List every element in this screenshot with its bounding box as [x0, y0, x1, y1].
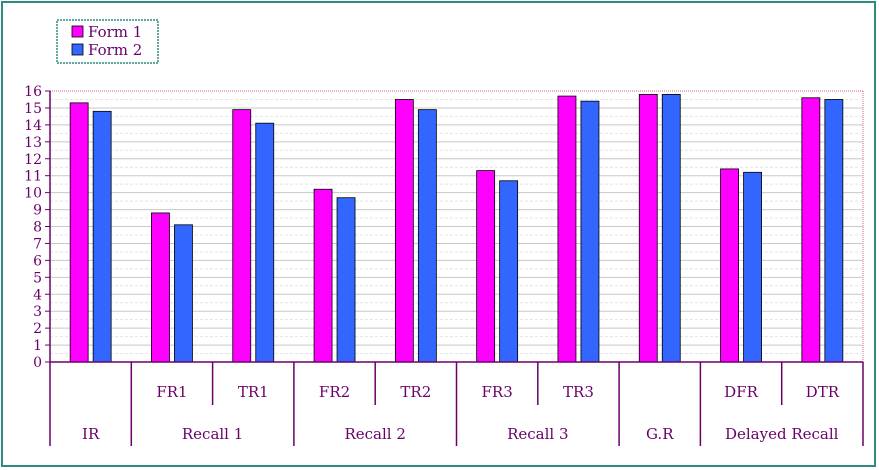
bar-form-2	[255, 122, 275, 363]
y-tick-label: 3	[33, 304, 42, 320]
legend-label-form-1: Form 1	[88, 23, 142, 41]
y-tick-label: 8	[33, 220, 42, 236]
bar-form-1	[638, 93, 658, 363]
bar-form-2	[824, 99, 844, 363]
legend: Form 1 Form 2	[56, 19, 159, 64]
y-tick-label: 4	[33, 287, 42, 303]
bar-form-1	[313, 188, 333, 363]
x-tick-label: FR2	[319, 383, 350, 401]
x-tick-label: TR3	[563, 383, 594, 401]
x-group-label: G.R	[646, 425, 674, 443]
bar-form-2	[743, 171, 762, 363]
y-tick-label: 10	[24, 186, 42, 202]
bar-form-2	[499, 180, 519, 363]
bar-form-1	[476, 170, 496, 363]
y-tick-label: 2	[33, 321, 42, 337]
y-tick-label: 16	[24, 84, 42, 100]
bar-form-2	[661, 93, 681, 363]
x-group-label: Recall 3	[507, 425, 568, 443]
y-tick-label: 7	[33, 236, 42, 252]
x-group-label: Delayed Recall	[725, 425, 839, 443]
bar-form-1	[151, 212, 170, 363]
y-tick-label: 13	[24, 135, 42, 151]
x-group-label: IR	[82, 425, 100, 443]
bar-form-2	[92, 110, 112, 363]
y-tick-label: 5	[33, 270, 42, 286]
x-tick-label: TR2	[400, 383, 431, 401]
x-tick-label: FR1	[156, 383, 187, 401]
x-tick-label: FR3	[482, 383, 513, 401]
x-group-label: Recall 1	[182, 425, 243, 443]
bar-form-2	[580, 100, 600, 363]
y-tick-label: 0	[33, 355, 42, 371]
bar-form-1	[69, 102, 89, 363]
bar-form-2	[174, 224, 193, 363]
bar-form-2	[336, 197, 356, 363]
axes	[45, 90, 864, 446]
y-tick-label: 6	[33, 253, 42, 269]
bar-form-2	[417, 109, 437, 363]
bar-form-1	[557, 95, 577, 363]
y-tick-label: 1	[33, 338, 42, 354]
legend-swatch-form-2	[71, 43, 84, 56]
y-tick-label: 11	[24, 169, 42, 185]
bar-form-1	[801, 97, 821, 363]
bar-form-1	[720, 168, 739, 363]
x-tick-label: TR1	[238, 383, 269, 401]
legend-label-form-2: Form 2	[88, 41, 142, 59]
y-tick-label: 14	[24, 118, 42, 134]
y-tick-label: 12	[24, 152, 42, 168]
bar-form-1	[394, 99, 414, 363]
y-tick-label: 15	[24, 101, 42, 117]
x-tick-label: DTR	[806, 383, 840, 401]
bars	[69, 93, 844, 363]
y-tick-label: 9	[33, 203, 42, 219]
x-group-label: Recall 2	[344, 425, 405, 443]
legend-swatch-form-1	[71, 25, 84, 38]
bar-form-1	[232, 109, 252, 363]
x-tick-label: DFR	[724, 383, 758, 401]
